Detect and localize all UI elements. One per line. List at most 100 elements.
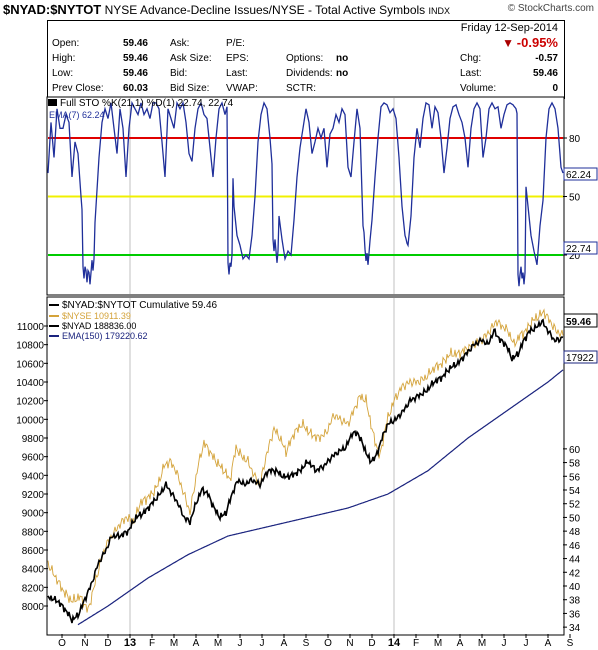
volume-label: Volume:: [460, 83, 497, 94]
x-tick-label: A: [545, 638, 552, 649]
dividends-label: Dividends:: [286, 68, 333, 79]
ema-tag: 17922: [566, 353, 594, 364]
bid-size-label: Bid Size:: [170, 83, 210, 94]
left-tick-label: 9200: [22, 490, 45, 501]
prev-close-value: 60.03: [122, 83, 148, 94]
x-tick-label: M: [478, 638, 486, 649]
right-tick-label: 36: [569, 609, 581, 620]
left-tick-label: 8600: [22, 546, 45, 557]
left-tick-label: 10800: [16, 341, 44, 352]
right-tick-label: 44: [569, 555, 581, 566]
vwap-label: VWAP:: [226, 83, 258, 94]
left-tick-label: 11000: [17, 322, 45, 333]
cumulative-line: [47, 318, 564, 624]
high-label: High:: [52, 53, 76, 64]
price-legend-4: EMA(150) 179220.62: [62, 331, 148, 341]
open-value: 59.46: [122, 38, 148, 49]
chart-title: $NYAD:$NYTOT NYSE Advance-Decline Issues…: [3, 2, 450, 17]
sctr-label: SCTR:: [286, 83, 316, 94]
symbol: $NYAD:$NYTOT: [3, 2, 102, 17]
down-arrow-icon: ▼: [502, 36, 515, 50]
x-tick-label: F: [413, 638, 419, 649]
pe-label: P/E:: [226, 38, 245, 49]
exchange: INDX: [428, 6, 451, 16]
sto-ema-tag: 62.24: [566, 170, 591, 181]
quote-panel: Friday 12-Sep-2014 ▼ -0.95% Open: 59.46 …: [47, 20, 565, 99]
options-value: no: [336, 53, 349, 64]
last-value: 59.46: [532, 68, 558, 79]
sto-legend-2: EMA(7) 62.24: [49, 110, 105, 120]
price-legend-1: $NYAD:$NYTOT Cumulative 59.46: [62, 300, 218, 311]
left-tick-label: 8000: [22, 602, 45, 613]
x-tick-label: J: [238, 638, 243, 649]
x-tick-label: D: [368, 638, 375, 649]
high-value: 59.46: [122, 53, 148, 64]
x-tick-label: N: [346, 638, 353, 649]
eps-label: EPS:: [226, 53, 249, 64]
x-tick-label: A: [457, 638, 464, 649]
right-tick-label: 40: [569, 582, 581, 593]
ema150-line: [77, 369, 564, 626]
last-label-2: Last:: [460, 68, 482, 79]
right-tick-label: 42: [569, 568, 581, 579]
x-tick-label: A: [281, 638, 288, 649]
right-y-axis: 34 36 38 40 42 44 46 48 50 52 54 56 58 60: [563, 445, 581, 634]
ask-label: Ask:: [170, 38, 190, 49]
right-tick-label: 60: [569, 445, 581, 456]
last-label: Last:: [226, 68, 248, 79]
bid-label: Bid:: [170, 68, 188, 79]
left-tick-label: 8800: [22, 527, 45, 538]
right-tick-label: 58: [569, 459, 581, 470]
right-tick-label: 56: [569, 472, 581, 483]
prev-close-label: Prev Close:: [52, 83, 104, 94]
sto-tick-label: 80: [569, 134, 581, 145]
chg-label: Chg:: [460, 53, 482, 64]
left-tick-label: 9400: [22, 471, 45, 482]
ask-size-label: Ask Size:: [170, 53, 212, 64]
left-tick-label: 10400: [16, 378, 44, 389]
x-tick-label: 14: [388, 637, 401, 649]
x-tick-label: M: [170, 638, 178, 649]
chg-value: -0.57: [535, 53, 558, 64]
x-tick-label: D: [104, 638, 111, 649]
stockcharts-logo: © StockCharts.com: [507, 3, 594, 14]
right-tick-label: 34: [569, 623, 581, 634]
low-label: Low:: [52, 68, 74, 79]
right-tick-label: 46: [569, 541, 581, 552]
sto-last-value-tag: 62.24 22.74: [563, 167, 598, 255]
x-tick-label: J: [524, 638, 529, 649]
stochastic-y-axis: 20 50 80: [563, 134, 581, 262]
dividends-value: no: [336, 68, 349, 79]
x-tick-label: N: [81, 638, 88, 649]
x-tick-label: S: [303, 638, 310, 649]
right-tick-label: 48: [569, 527, 581, 538]
price-legend-3: $NYAD 188836.00: [62, 321, 136, 331]
quote-date: Friday 12-Sep-2014: [460, 22, 558, 34]
change-badge: ▼ -0.95%: [502, 35, 558, 50]
left-tick-label: 9600: [22, 453, 45, 464]
x-tick-label: 13: [124, 637, 136, 649]
x-tick-label: J: [260, 638, 265, 649]
right-tick-label: 50: [569, 513, 581, 524]
sto-line: [47, 100, 564, 287]
sto-tick-label: 50: [569, 193, 581, 204]
sto-tick-label: 20: [569, 251, 581, 262]
x-axis: O N D 13 F M A M J J A S O N D 14 F M A M J J A S: [58, 634, 574, 649]
cum-tag: 59.46: [566, 317, 591, 328]
x-tick-label: J: [502, 638, 507, 649]
cum-tag-box: [563, 313, 598, 328]
sto-k-tag-box: [563, 241, 598, 255]
left-y-axis: 8000 8200 8400 8600 8800 9000 9200 9400 9600 9800…: [16, 322, 48, 613]
left-tick-label: 8200: [22, 583, 45, 594]
sto-legend-1: Full STO %K(21,1) %D(1) 22.74, 22.74: [60, 98, 234, 109]
sto-k-tag: 22.74: [566, 244, 591, 255]
volume-value: 0: [552, 83, 558, 94]
x-tick-label: M: [214, 638, 222, 649]
left-tick-label: 10000: [16, 415, 44, 426]
x-tick-label: M: [434, 638, 442, 649]
options-label: Options:: [286, 53, 324, 64]
change-percent: -0.95%: [516, 35, 558, 50]
sto-ema-tag-box: [563, 167, 598, 181]
left-tick-label: 10600: [16, 359, 44, 370]
